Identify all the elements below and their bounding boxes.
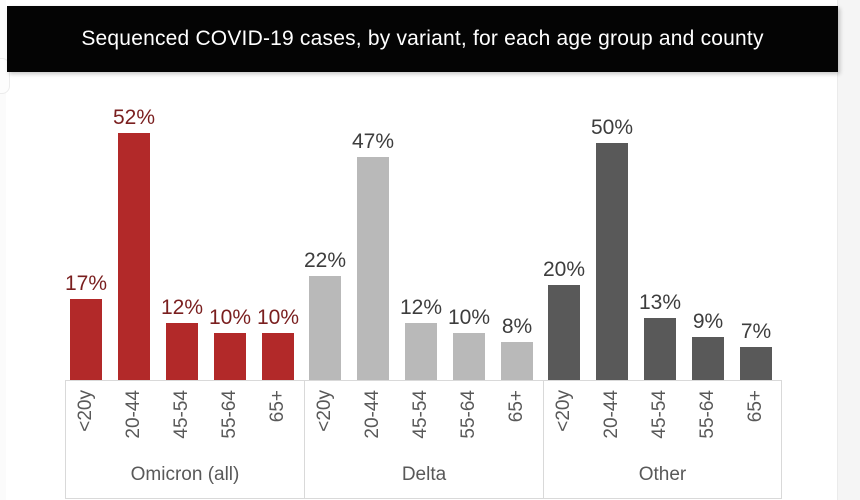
bar-value-label: 9% (692, 310, 724, 334)
bar-wrap: 10% (209, 306, 251, 380)
bar-value-label: 52% (112, 106, 156, 129)
x-axis: <20y 20-44 45-54 55-64 65+ Omicron (all) <20y 2… (65, 380, 782, 499)
category-label: <20y (553, 390, 574, 432)
category-label: 45-54 (171, 390, 192, 439)
bar-wrap: 47% (352, 130, 394, 380)
axis-cell-2: <20y 20-44 45-54 55-64 65+ Delta (304, 381, 543, 498)
bar (166, 323, 198, 380)
bar (596, 142, 628, 380)
bar-wrap: 12% (161, 296, 203, 380)
bar (692, 337, 724, 380)
category-label: 55-64 (219, 390, 240, 439)
series-label: Delta (401, 464, 447, 485)
bar-wrap: 10% (448, 306, 490, 380)
bar-wrap: 9% (692, 310, 724, 380)
bar-value-label: 12% (399, 296, 443, 319)
bar-value-label: 8% (501, 315, 533, 338)
bar-value-label: 50% (590, 115, 634, 139)
axis-cell-1: <20y 20-44 45-54 55-64 65+ Omicron (all) (65, 381, 304, 498)
chart-title: Sequenced COVID-19 cases, by variant, fo… (81, 27, 764, 50)
bar-value-label: 10% (208, 305, 252, 329)
bar (357, 156, 389, 380)
bar-wrap: 12% (400, 296, 442, 380)
bar-value-label: 12% (160, 296, 204, 319)
bar (548, 285, 580, 380)
bar-value-label: 7% (740, 319, 772, 343)
bar-group-2: 22% 47% 12% 10% 8% (304, 100, 543, 380)
bar-wrap: 52% (113, 106, 155, 380)
category-label: <20y (75, 390, 96, 432)
category-label: 20-44 (123, 390, 144, 439)
category-label: 65+ (267, 390, 288, 423)
bar-wrap: 10% (257, 306, 299, 380)
bar-wrap: 17% (65, 272, 107, 380)
bar-group-3: 20% 50% 13% 9% 7% (543, 100, 782, 380)
bar-value-label: 10% (447, 305, 491, 329)
bar (501, 342, 533, 380)
bar (740, 346, 772, 380)
bar-wrap: 7% (740, 320, 772, 380)
right-edge-strip[interactable] (837, 0, 860, 500)
plot-area: 17% 52% 12% 10% 10% 22% 47% 12% 10% 8% 20% 50% 13% 9%… (65, 100, 782, 380)
bar-value-label: 13% (638, 291, 682, 315)
bar (309, 275, 341, 380)
axis-cell-3: <20y 20-44 45-54 55-64 65+ Other (543, 381, 782, 498)
bar (70, 299, 102, 380)
bar-wrap: 20% (543, 258, 585, 380)
bar (644, 318, 676, 380)
bar-wrap: 22% (304, 249, 346, 380)
category-label: 20-44 (601, 390, 622, 439)
bar-value-label: 10% (256, 305, 300, 329)
bar-wrap: 50% (591, 116, 633, 380)
bar (453, 332, 485, 380)
bar-value-label: 17% (64, 272, 108, 296)
left-edge-strip (0, 0, 10, 500)
category-label: 55-64 (697, 390, 718, 439)
bar-value-label: 22% (303, 248, 347, 272)
category-label: <20y (314, 390, 335, 432)
bar-value-label: 20% (542, 258, 586, 281)
bar-value-label: 47% (351, 129, 395, 153)
bar (118, 133, 150, 380)
category-label: 20-44 (362, 390, 383, 439)
series-label: Omicron (all) (130, 464, 240, 485)
series-label: Other (638, 464, 687, 485)
bar (262, 332, 294, 380)
bar-group-1: 17% 52% 12% 10% 10% (65, 100, 304, 380)
bar (405, 323, 437, 380)
chart-title-bar: Sequenced COVID-19 cases, by variant, fo… (7, 6, 838, 72)
category-label: 45-54 (649, 390, 670, 439)
category-label: 65+ (745, 390, 766, 423)
category-label: 45-54 (410, 390, 431, 439)
category-label: 65+ (506, 390, 527, 423)
bar-wrap: 13% (639, 291, 681, 380)
bar-wrap: 8% (501, 315, 533, 380)
category-label: 55-64 (458, 390, 479, 439)
bar (214, 332, 246, 380)
